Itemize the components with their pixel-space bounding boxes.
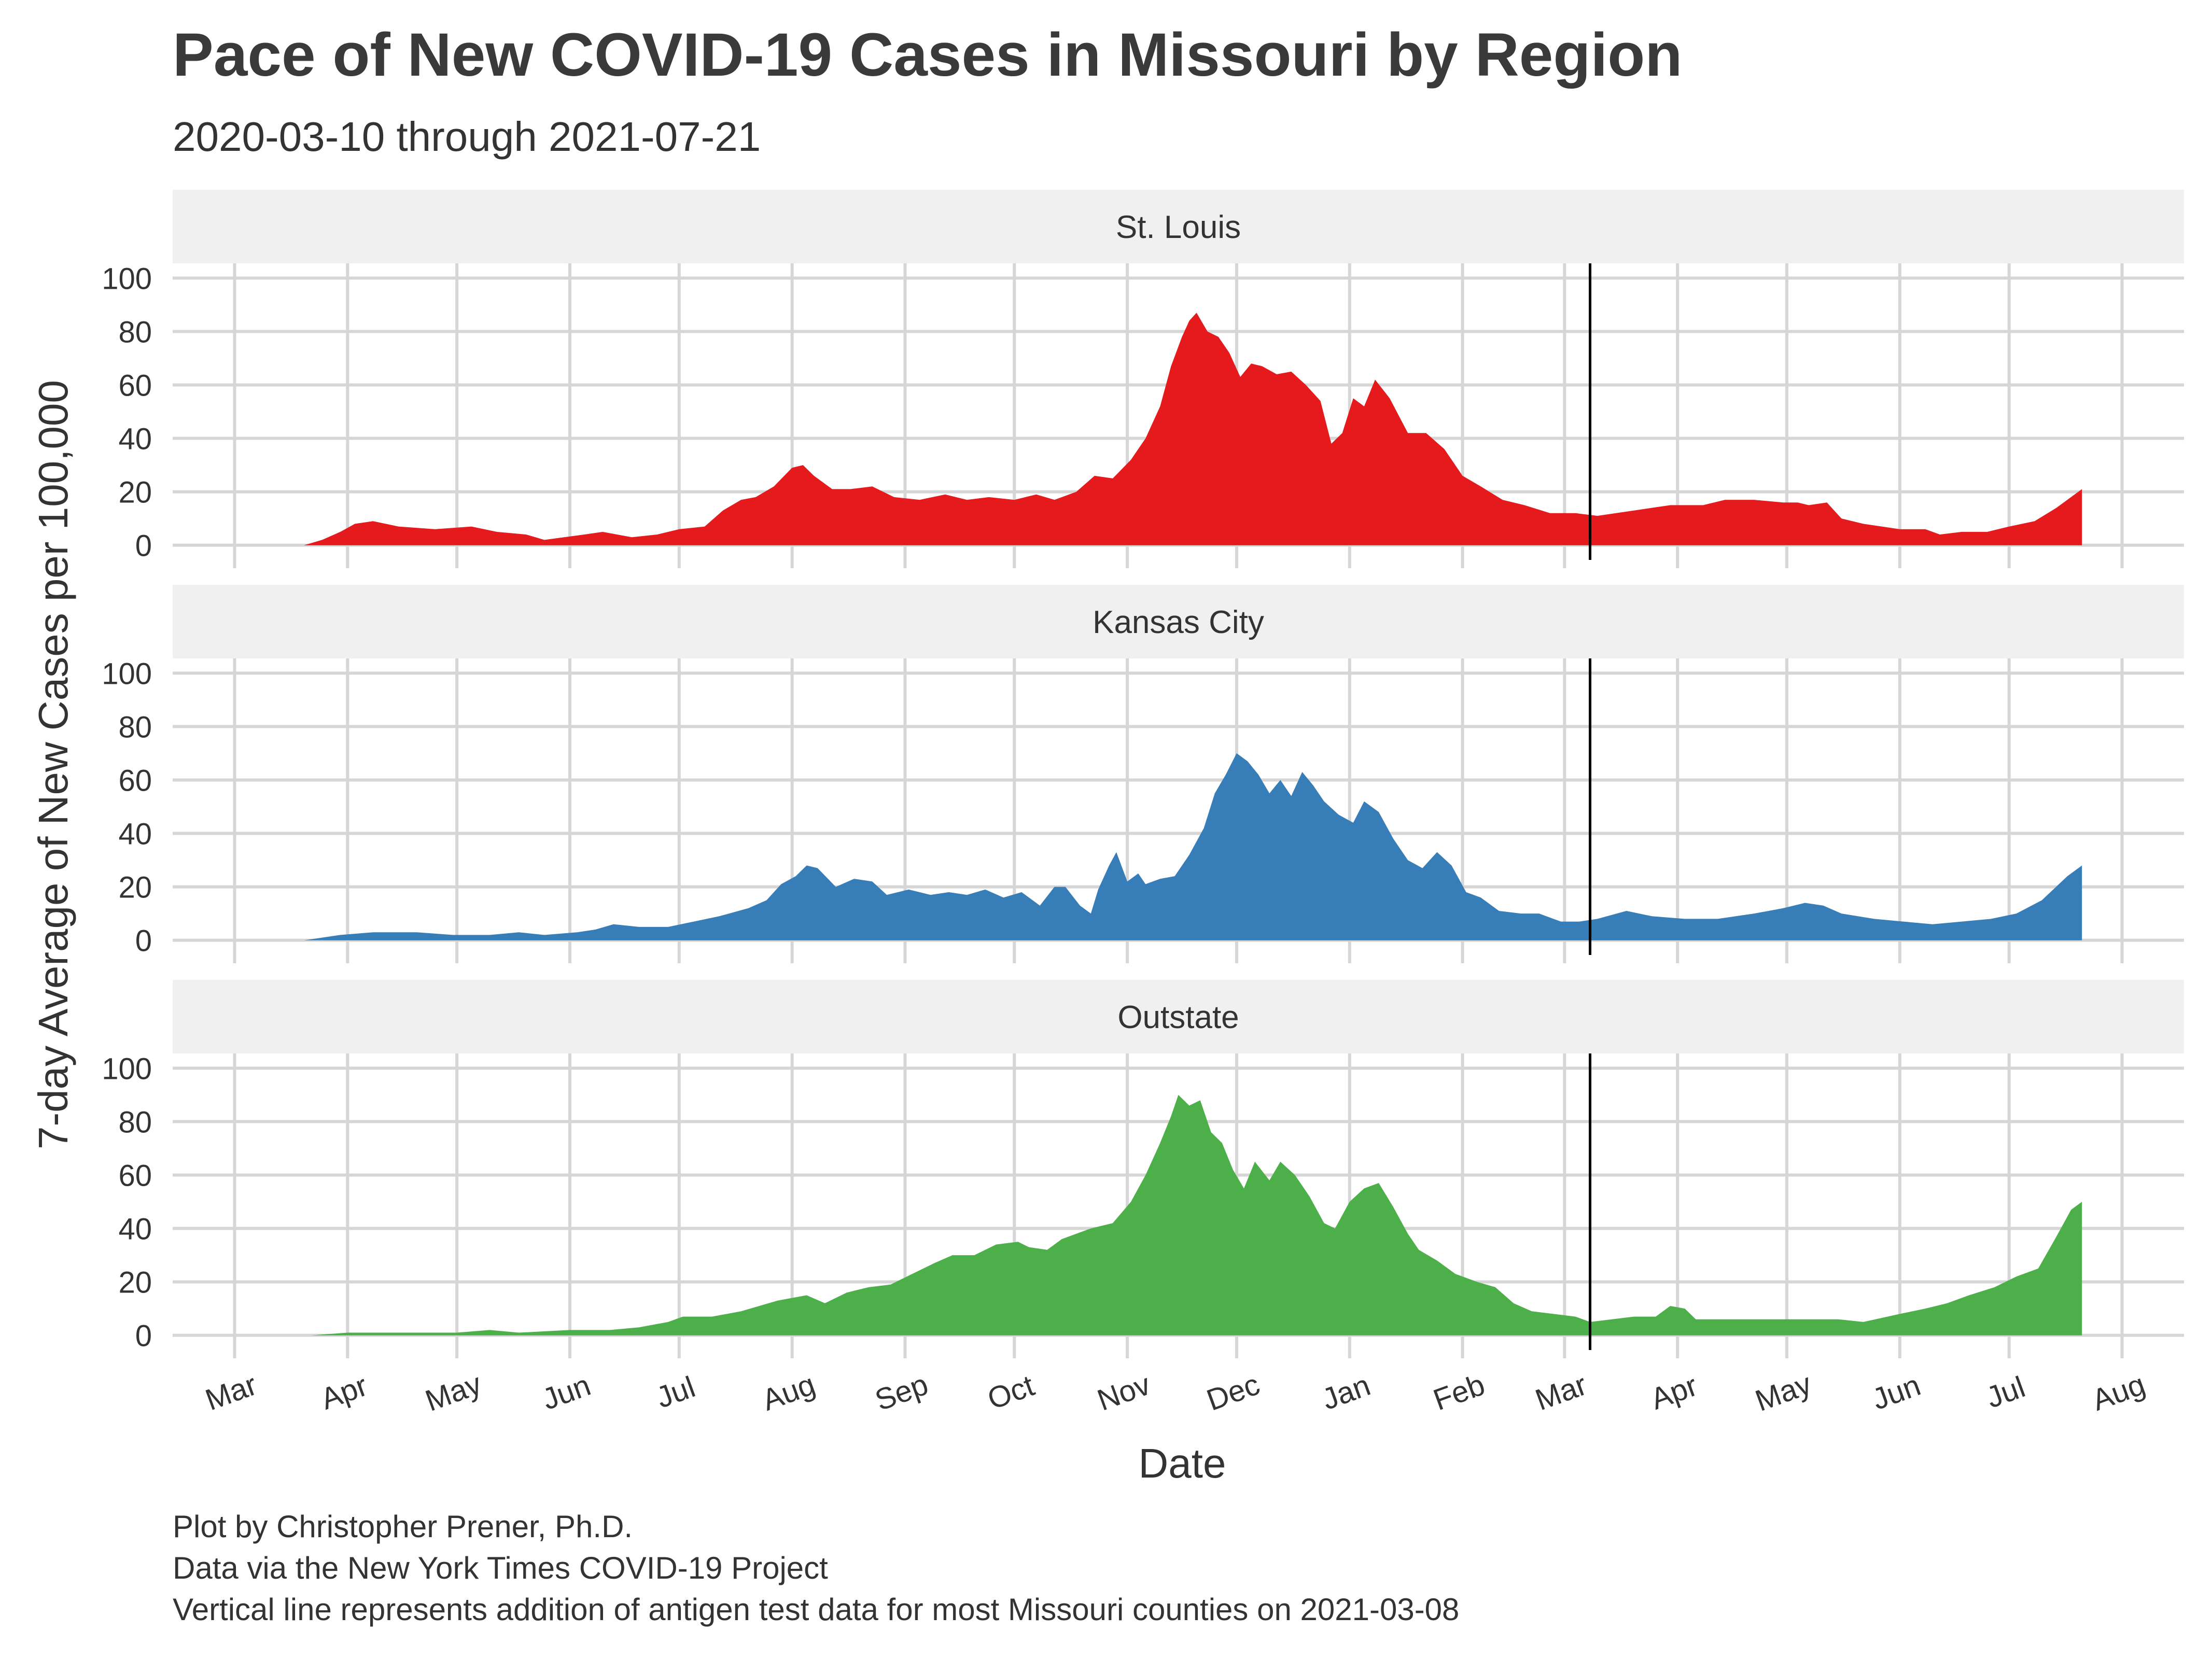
chart-title: Pace of New COVID-19 Cases in Missouri b… (173, 21, 1683, 89)
panel-2: Outstate 0 20 40 60 80 100 (102, 980, 2184, 1358)
y-tick-label: 20 (118, 1266, 152, 1300)
strip-background (173, 190, 2184, 263)
x-tick-label: Feb (1429, 1368, 1489, 1417)
caption-line-3: Vertical line represents addition of ant… (173, 1592, 1460, 1627)
x-tick-label: Sep (871, 1367, 932, 1417)
y-tick-label: 100 (102, 262, 152, 296)
panel-1: Kansas City 0 20 40 60 80 100 (102, 585, 2184, 963)
x-tick-label: Jan (1318, 1368, 1375, 1416)
x-axis-title: Date (1139, 1440, 1226, 1486)
strip-background (173, 585, 2184, 658)
strip-label: Kansas City (1093, 604, 1264, 640)
strip-background (173, 980, 2184, 1053)
y-tick-label: 80 (118, 710, 152, 744)
x-tick-label: Apr (316, 1369, 372, 1416)
strip-label: St. Louis (1116, 209, 1241, 245)
y-tick-label: 60 (118, 764, 152, 797)
strip-label: Outstate (1117, 1000, 1239, 1035)
y-tick-label: 60 (118, 1159, 152, 1192)
x-tick-label: Jun (1868, 1368, 1925, 1416)
x-tick-label: Apr (1646, 1369, 1702, 1416)
x-tick-label: Jul (652, 1370, 699, 1414)
y-axis-title: 7-day Average of New Cases per 100,000 (30, 380, 76, 1149)
y-tick-label: 80 (118, 1105, 152, 1139)
area-series-st-louis (267, 313, 2082, 545)
y-tick-label: 100 (102, 1052, 152, 1086)
x-axis: Mar Apr May Jun Jul Aug Sep Oct Nov Dec Jan Feb Mar A… (201, 1367, 2150, 1418)
y-tick-label: 40 (118, 818, 152, 851)
panel-0: St. Louis 0 20 40 60 80 100 (102, 190, 2184, 568)
y-tick-label: 40 (118, 1213, 152, 1246)
x-tick-label: Mar (1531, 1368, 1591, 1417)
area-series-kansas-city (267, 753, 2082, 940)
y-tick-label: 60 (118, 369, 152, 402)
y-tick-label: 100 (102, 657, 152, 691)
y-tick-label: 40 (118, 423, 152, 456)
chart-subtitle: 2020-03-10 through 2021-07-21 (173, 114, 761, 160)
x-tick-label: May (1751, 1367, 1816, 1418)
area-series-outstate (267, 1094, 2082, 1335)
caption-line-1: Plot by Christopher Prener, Ph.D. (173, 1509, 633, 1544)
x-tick-label: Dec (1202, 1367, 1264, 1417)
x-tick-label: Aug (2088, 1367, 2149, 1417)
y-tick-label: 0 (135, 529, 152, 563)
caption-line-2: Data via the New York Times COVID-19 Pro… (173, 1551, 828, 1585)
y-tick-label: 0 (135, 1319, 152, 1353)
y-tick-label: 20 (118, 476, 152, 510)
x-tick-label: Aug (758, 1367, 819, 1417)
x-tick-label: Jun (538, 1368, 595, 1416)
y-tick-label: 20 (118, 871, 152, 905)
x-tick-label: Mar (201, 1368, 261, 1417)
x-tick-label: May (421, 1367, 486, 1418)
y-tick-label: 80 (118, 315, 152, 349)
x-tick-label: Nov (1093, 1367, 1155, 1417)
panels-layer: St. Louis 0 20 40 60 80 100 Kansas City 0 20 40 60 8… (102, 190, 2184, 1358)
y-tick-label: 0 (135, 924, 152, 958)
x-tick-label: Jul (1982, 1370, 2029, 1414)
x-tick-label: Oct (983, 1369, 1039, 1416)
